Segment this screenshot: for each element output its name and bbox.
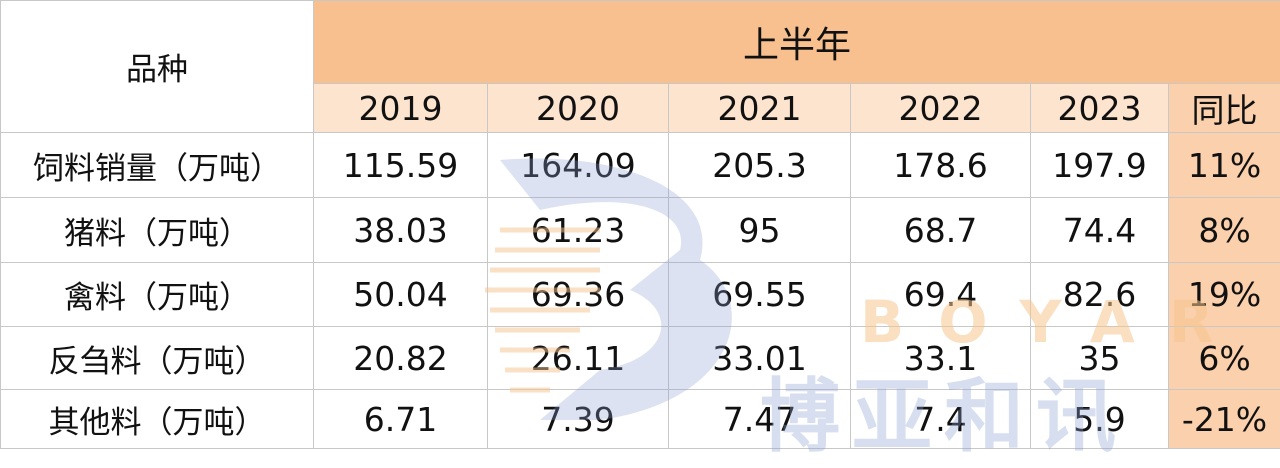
table-cell: 197.9 (1031, 133, 1169, 198)
page: {"table": { "header": {"label": "品种", "g… (0, 0, 1280, 444)
table-cell: 6% (1169, 327, 1280, 390)
table-cell: 82.6 (1031, 263, 1169, 327)
table-cell: 115.59 (314, 133, 488, 198)
table-cell: 61.23 (488, 198, 669, 263)
table-cell: 26.11 (488, 327, 669, 390)
table-cell: 8% (1169, 198, 1280, 263)
table-cell: 11% (1169, 133, 1280, 198)
column-header: 2022 (851, 84, 1031, 133)
column-header: 2019 (314, 84, 488, 133)
column-header: 2023 (1031, 84, 1169, 133)
row-label: 饲料销量（万吨） (1, 133, 314, 198)
table-cell: 74.4 (1031, 198, 1169, 263)
table-cell: 69.36 (488, 263, 669, 327)
table-cell: 205.3 (669, 133, 851, 198)
table-cell: 33.1 (851, 327, 1031, 390)
column-header: 同比 (1169, 84, 1280, 133)
table-cell: 69.55 (669, 263, 851, 327)
row-label: 反刍料（万吨） (1, 327, 314, 390)
table-cell: 7.39 (488, 390, 669, 449)
row-label: 猪料（万吨） (1, 198, 314, 263)
table-cell: -21% (1169, 390, 1280, 449)
column-header: 2020 (488, 84, 669, 133)
table-cell: 19% (1169, 263, 1280, 327)
table-cell: 20.82 (314, 327, 488, 390)
table-cell: 33.01 (669, 327, 851, 390)
row-label: 其他料（万吨） (1, 390, 314, 449)
table-cell: 178.6 (851, 133, 1031, 198)
header-group: 上半年 (314, 1, 1280, 84)
table-cell: 38.03 (314, 198, 488, 263)
table-cell: 35 (1031, 327, 1169, 390)
table-cell: 69.4 (851, 263, 1031, 327)
table-cell: 7.47 (669, 390, 851, 449)
table-cell: 164.09 (488, 133, 669, 198)
header-label: 品种 (1, 1, 314, 133)
column-header: 2021 (669, 84, 851, 133)
table-cell: 6.71 (314, 390, 488, 449)
row-label: 禽料（万吨） (1, 263, 314, 327)
table-cell: 68.7 (851, 198, 1031, 263)
table-cell: 50.04 (314, 263, 488, 327)
table-cell: 95 (669, 198, 851, 263)
table-cell: 7.4 (851, 390, 1031, 449)
table-cell: 5.9 (1031, 390, 1169, 449)
